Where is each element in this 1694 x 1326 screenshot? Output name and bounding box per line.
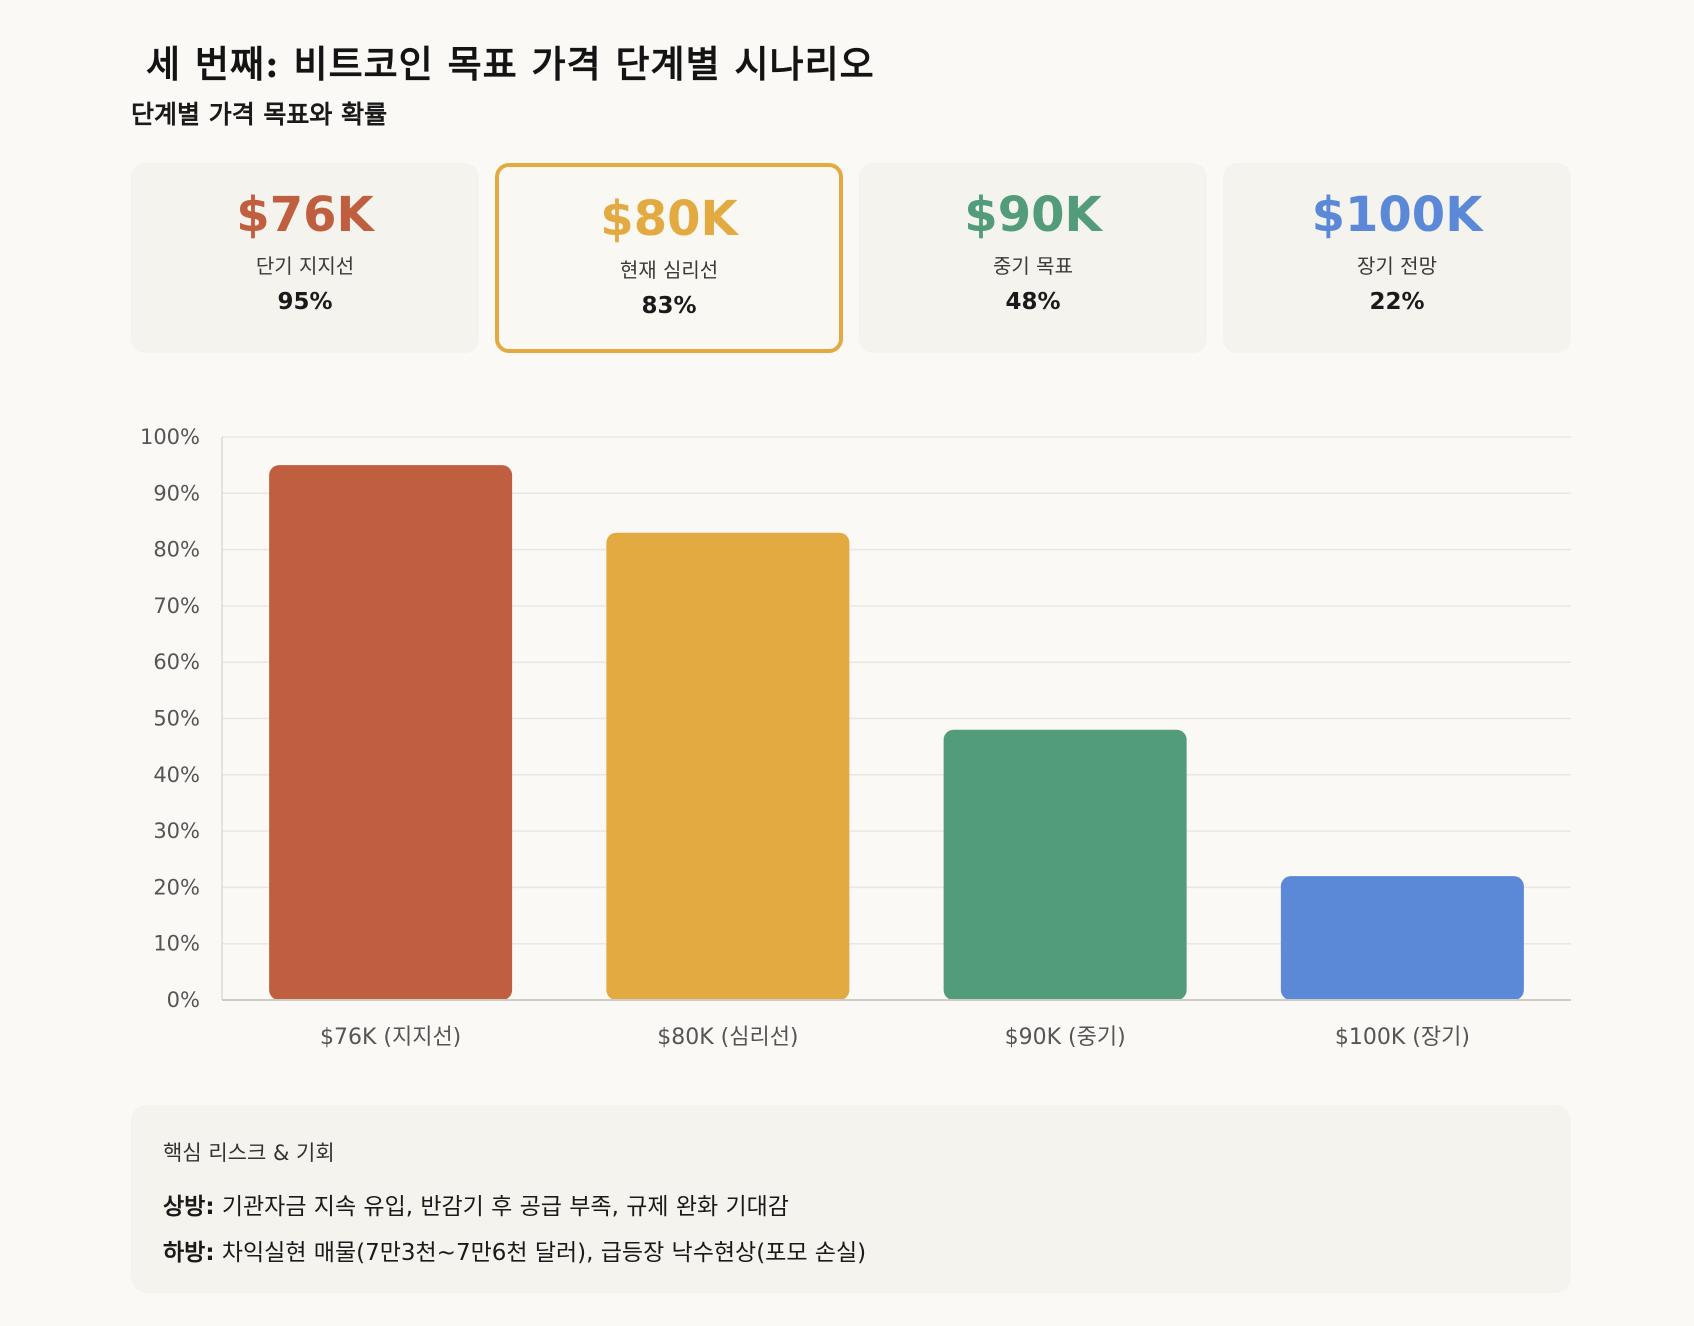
bar-0 xyxy=(269,465,513,1000)
y-tick-label: 90% xyxy=(153,481,200,505)
card-100k: $100K 장기 전망 22% xyxy=(1223,163,1571,353)
y-tick-label: 10% xyxy=(153,932,200,956)
card-price: $80K xyxy=(600,191,738,247)
y-tick-label: 80% xyxy=(153,538,200,562)
x-category-label: $76K (지지선) xyxy=(320,1025,461,1050)
downside-line: 하방: 차익실현 매물(7만3천~7만6천 달러), 급등장 낙수현상(포모 손… xyxy=(163,1233,1539,1267)
card-probability: 83% xyxy=(641,292,697,319)
y-tick-label: 50% xyxy=(153,707,200,731)
downside-label: 하방: xyxy=(163,1240,215,1266)
downside-text: 차익실현 매물(7만3천~7만6천 달러), 급등장 낙수현상(포모 손실) xyxy=(214,1240,867,1266)
card-label: 단기 지지선 xyxy=(255,253,355,278)
x-category-label: $80K (심리선) xyxy=(657,1025,798,1050)
bar-1 xyxy=(606,532,850,1000)
page-subtitle: 단계별 가격 목표와 확률 xyxy=(131,100,388,129)
page-title: 세 번째: 비트코인 목표 가격 단계별 시나리오 xyxy=(146,42,875,86)
price-target-cards: $76K 단기 지지선 95% $80K 현재 심리선 83% $90K 중기 … xyxy=(131,163,1571,353)
y-tick-label: 100% xyxy=(140,425,200,449)
card-label: 중기 목표 xyxy=(993,253,1073,278)
probability-bar-chart: 0% 10% 20% 30% 40% 50% 60% 70% 80% 90% 100% $76K (지… xyxy=(140,425,1571,1050)
card-label: 장기 전망 xyxy=(1357,253,1437,278)
y-tick-label: 0% xyxy=(167,988,200,1012)
card-90k: $90K 중기 목표 48% xyxy=(859,163,1207,353)
card-label: 현재 심리선 xyxy=(619,257,719,282)
card-76k: $76K 단기 지지선 95% xyxy=(131,163,479,353)
y-tick-label: 40% xyxy=(153,763,200,787)
card-probability: 22% xyxy=(1369,288,1425,315)
risk-opportunity-panel: 핵심 리스크 & 기회 상방: 기관자금 지속 유입, 반감기 후 공급 부족,… xyxy=(131,1105,1571,1293)
y-tick-label: 20% xyxy=(153,875,200,899)
card-price: $100K xyxy=(1311,187,1483,243)
card-price: $90K xyxy=(964,187,1102,243)
x-category-label: $100K (장기) xyxy=(1335,1025,1470,1050)
bar-3 xyxy=(1280,876,1524,1000)
card-probability: 95% xyxy=(277,288,333,315)
x-category-label: $90K (중기) xyxy=(1005,1025,1126,1050)
card-price: $76K xyxy=(236,187,374,243)
notes-title: 핵심 리스크 & 기회 xyxy=(163,1141,335,1165)
y-tick-label: 60% xyxy=(153,650,200,674)
upside-label: 상방: xyxy=(163,1194,215,1220)
upside-text: 기관자금 지속 유입, 반감기 후 공급 부족, 규제 완화 기대감 xyxy=(214,1194,789,1220)
card-probability: 48% xyxy=(1005,288,1061,315)
upside-line: 상방: 기관자금 지속 유입, 반감기 후 공급 부족, 규제 완화 기대감 xyxy=(163,1187,1539,1221)
y-tick-label: 70% xyxy=(153,594,200,618)
card-80k: $80K 현재 심리선 83% xyxy=(495,163,843,353)
bar-2 xyxy=(943,729,1187,1000)
y-tick-label: 30% xyxy=(153,819,200,843)
